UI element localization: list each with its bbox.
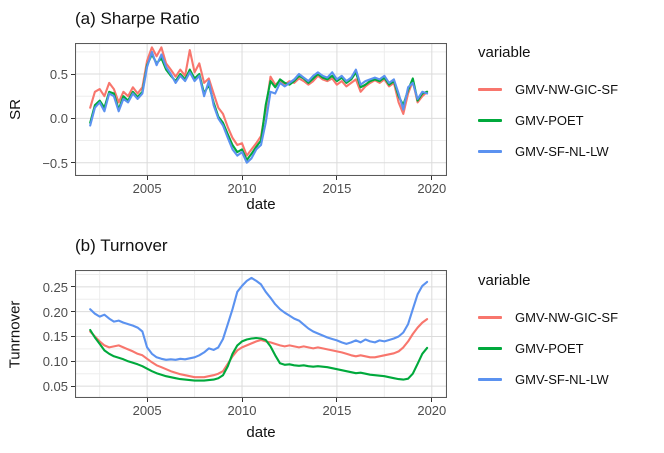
x-tick-label: 2005 (132, 181, 162, 196)
legend-key-line-icon (478, 118, 502, 122)
legend-key-line-icon (478, 87, 502, 91)
legend-key-line-icon (478, 149, 502, 153)
panel-b-y-axis-title-text: Tunrnover (6, 300, 24, 368)
panel-a-y-axis-title: SR (0, 43, 30, 176)
x-tick-mark (431, 398, 433, 402)
legend-entry-label: GMV-NW-GIC-SF (515, 81, 619, 97)
legend-entry-label: GMV-POET (515, 340, 584, 356)
x-tick-mark (336, 398, 338, 402)
legend-key-line-icon (478, 346, 502, 350)
legend-entry-gmv-nw-gic-sf: GMV-NW-GIC-SF (478, 309, 618, 325)
legend-key-line-icon (478, 377, 502, 381)
x-tick-mark (241, 176, 243, 180)
panel-b-x-axis-title: date (246, 424, 276, 441)
legend-entry-gmv-nw-gic-sf: GMV-NW-GIC-SF (478, 81, 618, 97)
panel-b-plot-area (75, 270, 447, 398)
x-tick-label: 2015 (322, 181, 352, 196)
legend-entry-label: GMV-POET (515, 112, 584, 128)
panel-a-x-axis-title: date (246, 196, 276, 213)
x-tick-mark (146, 398, 148, 402)
legend-entry-label: GMV-SF-NL-LW (515, 143, 609, 159)
x-tick-label: 2015 (322, 403, 352, 418)
panel-a-title: (a) Sharpe Ratio (75, 9, 200, 28)
x-tick-label: 2020 (417, 181, 447, 196)
legend-entry-gmv-sf-nl-lw: GMV-SF-NL-LW (478, 371, 618, 387)
panel-b-legend: variable GMV-NW-GIC-SF GMV-POET GMV-SF-N… (478, 272, 618, 387)
x-tick-label: 2020 (417, 403, 447, 418)
panel-b-legend-title: variable (478, 272, 531, 289)
panel-b-y-axis-title: Tunrnover (0, 270, 30, 398)
legend-key-line-icon (478, 315, 502, 319)
legend-entry-label: GMV-NW-GIC-SF (515, 309, 619, 325)
legend-entry-gmv-poet: GMV-POET (478, 112, 618, 128)
panel-a-legend-title: variable (478, 44, 531, 61)
x-tick-label: 2005 (132, 403, 162, 418)
legend-entry-gmv-sf-nl-lw: GMV-SF-NL-LW (478, 143, 618, 159)
x-tick-mark (431, 176, 433, 180)
legend-entry-label: GMV-SF-NL-LW (515, 371, 609, 387)
panel-a-plot-area (75, 43, 447, 176)
x-tick-mark (336, 176, 338, 180)
x-tick-label: 2010 (227, 181, 257, 196)
panel-b-title: (b) Turnover (75, 236, 168, 255)
panel-a-y-axis-title-text: SR (6, 99, 24, 120)
x-tick-mark (146, 176, 148, 180)
panel-a-legend: variable GMV-NW-GIC-SF GMV-POET GMV-SF-N… (478, 44, 618, 159)
x-tick-label: 2010 (227, 403, 257, 418)
x-tick-mark (241, 398, 243, 402)
legend-entry-gmv-poet: GMV-POET (478, 340, 618, 356)
